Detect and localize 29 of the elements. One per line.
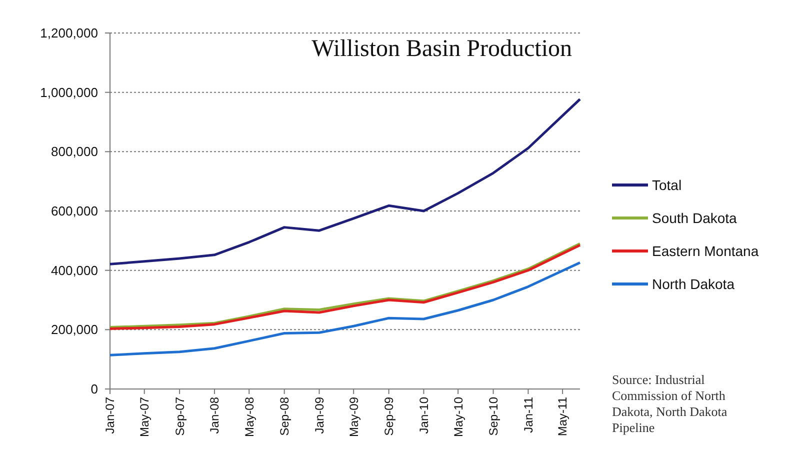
- x-tick-label: May-08: [242, 396, 256, 438]
- x-tick-label: Jan-09: [312, 396, 326, 434]
- x-tick-label: Jan-08: [208, 396, 222, 434]
- source-note: Source: Industrial Commission of North Dakota, North Dakota Pipeline: [612, 372, 728, 435]
- x-tick-label: Sep-10: [486, 396, 500, 436]
- x-tick-label: Jan-07: [103, 396, 118, 434]
- x-tick-label: Sep-09: [382, 396, 396, 436]
- legend-label: Total: [652, 176, 682, 193]
- y-tick-label: 400,000: [51, 262, 98, 278]
- x-tick-label: Sep-07: [172, 396, 187, 436]
- x-tick-label: May-07: [138, 396, 152, 438]
- x-tick-label: Sep-08: [278, 396, 292, 436]
- line-series: [108, 98, 582, 266]
- x-tick-label: May-11: [556, 396, 570, 436]
- y-tick-label: 0: [90, 382, 98, 397]
- y-tick-label: 1,200,000: [40, 26, 98, 41]
- y-tick-label: 600,000: [51, 204, 98, 219]
- legend-label: North Dakota: [652, 276, 735, 292]
- x-tick-label: Jan-10: [416, 396, 431, 434]
- chart-title: Williston Basin Production: [312, 36, 572, 62]
- legend-label: South Dakota: [652, 210, 738, 226]
- y-tick-label: 1,000,000: [40, 84, 98, 100]
- legend-label: Eastern Montana: [652, 242, 759, 259]
- x-tick-label: Jan-11: [521, 396, 536, 433]
- y-tick-label: 800,000: [51, 144, 98, 160]
- x-tick-label: May-09: [346, 396, 361, 438]
- line-series: [108, 261, 582, 356]
- y-tick-label: 200,000: [51, 322, 98, 338]
- x-tick-label: May-10: [451, 396, 466, 438]
